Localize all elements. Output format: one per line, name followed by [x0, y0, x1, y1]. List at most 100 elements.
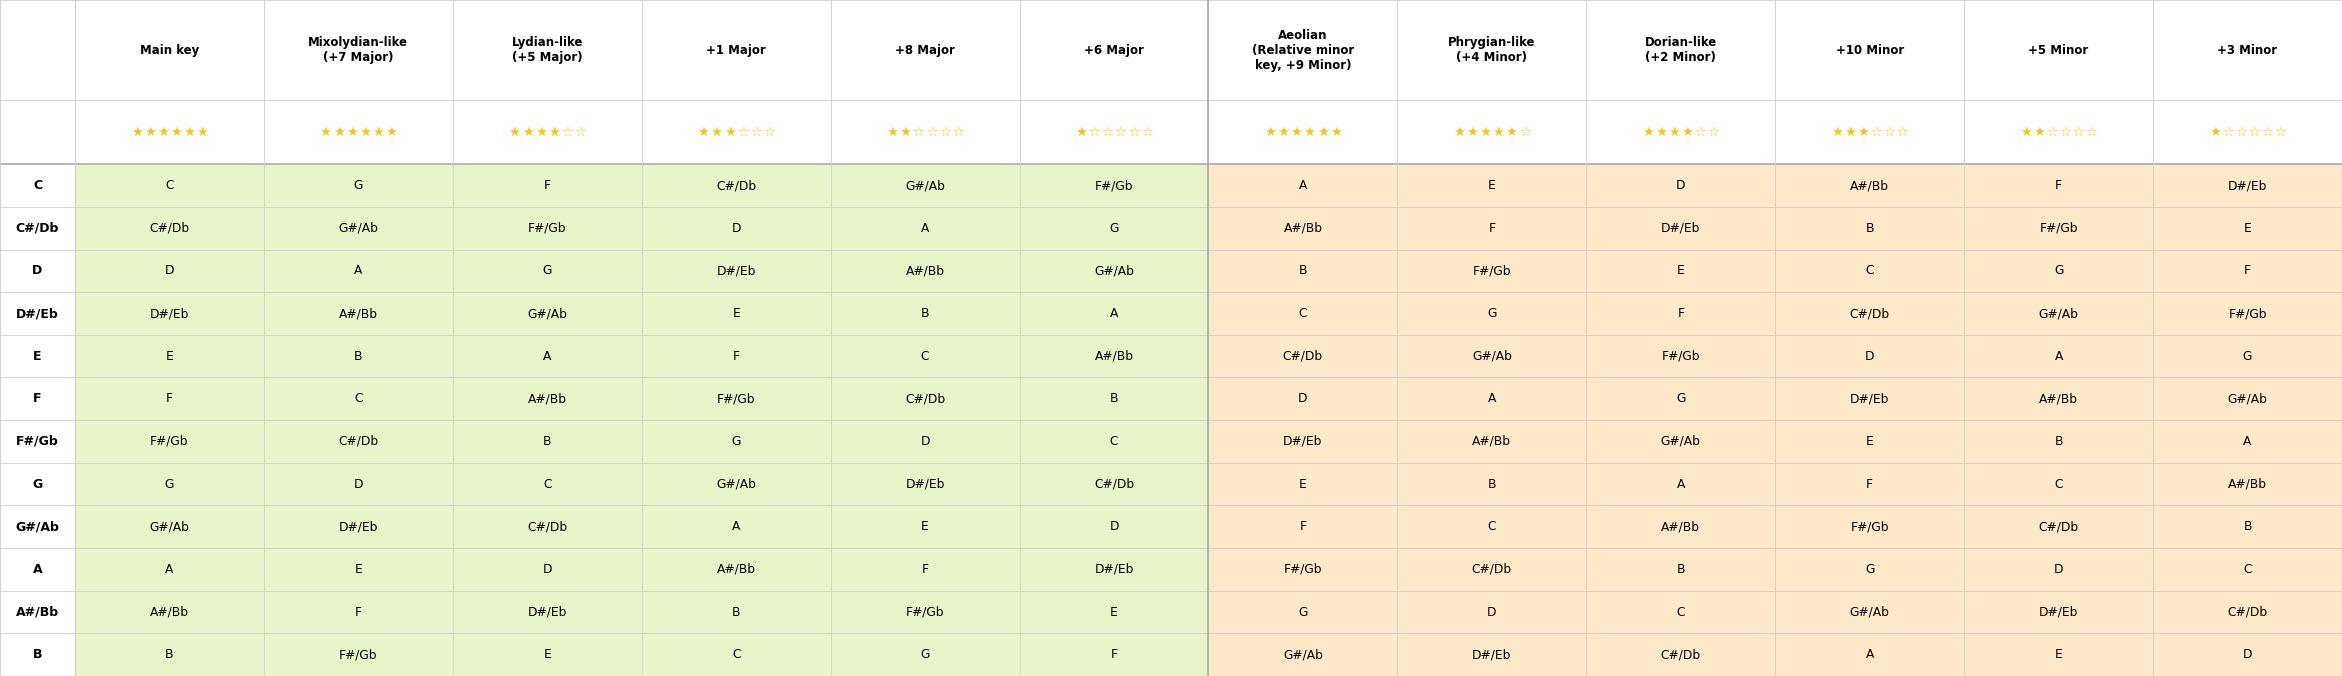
Bar [831, 292, 1019, 335]
Text: ★: ★ [698, 126, 710, 139]
Text: Lydian-like
(+5 Major): Lydian-like (+5 Major) [511, 36, 583, 64]
Text: D#/Eb: D#/Eb [2040, 606, 2077, 619]
Text: E: E [354, 563, 363, 576]
Bar [1965, 506, 2152, 548]
Bar [1398, 164, 1586, 207]
Text: G#/Ab: G#/Ab [2038, 307, 2080, 320]
Text: ★: ★ [1682, 126, 1693, 139]
Text: D#/Eb: D#/Eb [1473, 648, 1511, 661]
Bar [2152, 164, 2342, 207]
Bar [75, 207, 265, 249]
Text: B: B [2054, 435, 2063, 448]
Bar [1586, 591, 1775, 633]
Text: F#/Gb: F#/Gb [906, 606, 944, 619]
Bar [452, 377, 642, 420]
Bar [265, 207, 452, 249]
Text: A#/Bb: A#/Bb [1850, 179, 1890, 192]
Text: F#/Gb: F#/Gb [16, 435, 59, 448]
Bar [1965, 463, 2152, 506]
Text: A: A [920, 222, 930, 235]
Text: B: B [2244, 521, 2251, 533]
Text: F: F [2056, 179, 2061, 192]
Bar [1208, 377, 1398, 420]
Text: ★: ★ [1452, 126, 1466, 139]
Bar [831, 548, 1019, 591]
Bar [1965, 377, 2152, 420]
Bar [1398, 335, 1586, 377]
Text: ★: ★ [1506, 126, 1518, 139]
Bar [2152, 249, 2342, 292]
Text: ★: ★ [372, 126, 384, 139]
Bar [831, 207, 1019, 249]
Text: ★: ★ [1304, 126, 1316, 139]
Text: F: F [733, 349, 740, 362]
Text: G: G [354, 179, 363, 192]
Bar [452, 207, 642, 249]
Text: F: F [923, 563, 927, 576]
Text: D#/Eb: D#/Eb [16, 307, 59, 320]
Bar [265, 463, 452, 506]
Bar [265, 377, 452, 420]
Text: +10 Minor: +10 Minor [1836, 43, 1904, 57]
Bar [642, 207, 831, 249]
Text: G: G [1487, 307, 1497, 320]
Bar [1775, 377, 1965, 420]
Text: ☆: ☆ [2073, 126, 2084, 139]
Text: ☆: ☆ [1871, 126, 1883, 139]
Text: G: G [543, 264, 553, 277]
Bar [1398, 377, 1586, 420]
Text: ★: ★ [157, 126, 169, 139]
Text: B: B [543, 435, 550, 448]
Bar [75, 335, 265, 377]
Bar [1398, 420, 1586, 463]
Bar [1019, 292, 1208, 335]
Bar [642, 420, 831, 463]
Text: C: C [543, 478, 550, 491]
Text: ★: ★ [1831, 126, 1843, 139]
Bar [2152, 633, 2342, 676]
Bar [2152, 335, 2342, 377]
Text: ☆: ☆ [749, 126, 761, 139]
Bar [1019, 591, 1208, 633]
Bar [1775, 633, 1965, 676]
Text: E: E [920, 521, 930, 533]
Bar [1398, 207, 1586, 249]
Text: ★: ★ [508, 126, 520, 139]
Text: A: A [1677, 478, 1684, 491]
Bar [831, 164, 1019, 207]
Text: ★: ★ [885, 126, 899, 139]
Text: C#/Db: C#/Db [2038, 521, 2080, 533]
Bar [75, 548, 265, 591]
Text: D: D [354, 478, 363, 491]
Text: ★: ★ [2019, 126, 2033, 139]
Text: A: A [1867, 648, 1874, 661]
Text: D#/Eb: D#/Eb [1094, 563, 1134, 576]
Text: ☆: ☆ [913, 126, 925, 139]
Text: E: E [1677, 264, 1684, 277]
Bar [1586, 207, 1775, 249]
Text: ☆: ☆ [2059, 126, 2070, 139]
Text: G: G [33, 478, 42, 491]
Text: +3 Minor: +3 Minor [2218, 43, 2279, 57]
Text: F#/Gb: F#/Gb [1094, 179, 1134, 192]
Text: ★: ★ [347, 126, 358, 139]
Text: ★: ★ [384, 126, 398, 139]
Bar [1586, 292, 1775, 335]
Text: D: D [731, 222, 740, 235]
Text: A#/Bb: A#/Bb [906, 264, 944, 277]
Text: ☆: ☆ [1518, 126, 1532, 139]
Text: ★: ★ [1642, 126, 1653, 139]
Bar [75, 633, 265, 676]
Text: ★: ★ [1075, 126, 1087, 139]
Text: B: B [1487, 478, 1497, 491]
Text: ☆: ☆ [1707, 126, 1719, 139]
Bar [1208, 420, 1398, 463]
Bar [75, 377, 265, 420]
Bar [831, 377, 1019, 420]
Bar [2152, 463, 2342, 506]
Text: D: D [33, 264, 42, 277]
Text: D: D [2244, 648, 2253, 661]
Bar [2152, 548, 2342, 591]
Text: ☆: ☆ [951, 126, 965, 139]
Bar [642, 548, 831, 591]
